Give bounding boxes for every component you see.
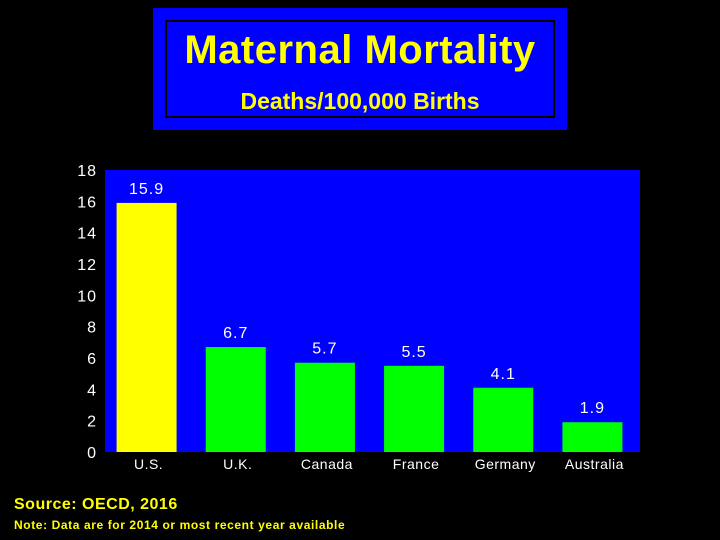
data-note: Note: Data are for 2014 or most recent y… — [14, 518, 346, 532]
x-tick-label: Australia — [565, 456, 624, 472]
title-panel-inner — [165, 20, 555, 118]
bar — [116, 202, 177, 452]
data-label: 6.7 — [223, 325, 248, 342]
y-tick-label: 0 — [87, 445, 97, 462]
y-tick-label: 16 — [77, 194, 97, 211]
bar — [294, 362, 355, 452]
data-label: 1.9 — [580, 400, 605, 417]
bar — [384, 365, 445, 452]
data-label: 4.1 — [491, 366, 516, 383]
chart-title: Maternal Mortality — [184, 28, 536, 72]
x-tick-label: Germany — [475, 456, 536, 472]
y-tick-label: 6 — [87, 351, 97, 368]
data-label: 5.7 — [312, 341, 337, 358]
bar — [473, 387, 534, 452]
y-tick-label: 2 — [87, 414, 97, 431]
y-tick-label: 14 — [77, 226, 97, 243]
title-panel: Maternal Mortality Deaths/100,000 Births — [150, 5, 570, 133]
y-tick-label: 4 — [87, 382, 97, 399]
x-tick-label: France — [393, 456, 440, 472]
x-tick-label: U.S. — [134, 456, 163, 472]
source-note: Source: OECD, 2016 — [14, 496, 178, 513]
data-label: 15.9 — [129, 181, 164, 198]
data-label: 5.5 — [401, 344, 426, 361]
x-tick-label: Canada — [301, 456, 353, 472]
chart-subtitle: Deaths/100,000 Births — [240, 88, 480, 114]
x-tick-label: U.K. — [223, 456, 252, 472]
y-tick-label: 18 — [77, 163, 97, 180]
y-tick-label: 12 — [77, 257, 97, 274]
y-tick-label: 8 — [87, 320, 97, 337]
plot-area — [105, 170, 640, 452]
bar — [205, 347, 266, 452]
bar — [562, 422, 623, 452]
y-tick-label: 10 — [77, 288, 97, 305]
